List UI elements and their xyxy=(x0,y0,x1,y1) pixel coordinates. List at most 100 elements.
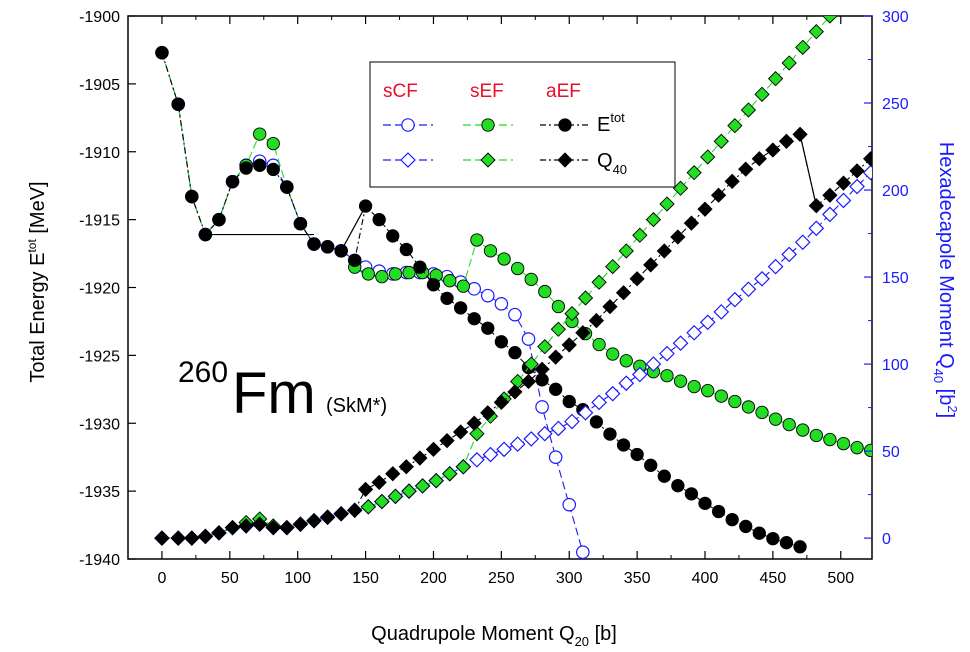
data-point xyxy=(849,178,865,195)
data-point xyxy=(253,127,267,141)
y-tick-label: -1935 xyxy=(79,484,120,501)
data-point xyxy=(385,466,401,482)
data-point xyxy=(778,133,795,149)
data-point xyxy=(224,520,241,536)
data-point xyxy=(643,257,659,273)
data-point xyxy=(808,220,825,237)
data-point xyxy=(361,267,375,281)
data-point xyxy=(850,441,864,455)
data-point xyxy=(334,244,348,258)
data-point xyxy=(822,16,838,24)
legend-marker xyxy=(480,152,496,168)
y-tick-label: -1910 xyxy=(79,145,120,162)
legend-label-q40: Q40 xyxy=(597,150,627,177)
data-point xyxy=(425,441,442,457)
data-point xyxy=(564,413,580,430)
data-point xyxy=(266,162,280,177)
data-point xyxy=(293,217,308,231)
y2-axis-title: Hexadecapole Moment Q40 [b2] xyxy=(931,142,960,418)
data-point xyxy=(483,244,498,258)
data-point xyxy=(467,312,481,326)
data-point xyxy=(538,284,552,299)
data-point xyxy=(616,438,631,452)
data-point xyxy=(591,274,607,290)
data-point xyxy=(466,415,482,431)
data-point xyxy=(497,252,511,266)
data-point xyxy=(399,242,413,257)
data-point xyxy=(754,86,770,102)
data-point xyxy=(412,450,428,466)
data-point xyxy=(741,400,756,414)
data-point xyxy=(414,478,431,494)
data-point xyxy=(781,246,798,263)
y-tick-label: -1905 xyxy=(79,77,120,94)
data-point xyxy=(456,279,470,293)
data-point xyxy=(619,354,633,368)
data-point xyxy=(523,356,539,372)
data-point xyxy=(656,243,672,259)
data-point xyxy=(375,269,389,284)
data-point xyxy=(796,423,810,437)
data-point xyxy=(386,229,400,243)
data-point xyxy=(372,212,386,227)
data-point xyxy=(779,536,794,550)
legend-label-etot: Etot xyxy=(597,110,625,136)
data-point xyxy=(727,118,743,134)
data-point xyxy=(507,384,523,400)
data-point xyxy=(725,512,739,527)
data-point xyxy=(238,518,254,534)
data-point xyxy=(280,180,294,194)
data-point xyxy=(319,509,336,525)
data-point xyxy=(494,296,509,311)
x-tick-label: 300 xyxy=(556,570,583,587)
data-point xyxy=(615,285,632,301)
legend-samples xyxy=(383,118,590,168)
x-tick-label: 250 xyxy=(488,570,515,587)
legend-marker xyxy=(558,118,572,132)
data-point xyxy=(849,163,865,179)
data-point xyxy=(793,540,807,554)
data-point xyxy=(402,265,416,280)
data-point xyxy=(645,356,662,372)
data-point xyxy=(348,253,362,268)
data-point xyxy=(509,436,526,452)
x-tick-label: 0 xyxy=(157,570,166,587)
data-point xyxy=(455,459,471,475)
data-point xyxy=(618,243,634,259)
y-tick-label: -1930 xyxy=(79,416,120,433)
x-tick-label: 200 xyxy=(420,570,447,587)
series-aef-etot xyxy=(155,46,807,554)
data-point xyxy=(863,151,872,167)
data-point xyxy=(657,469,671,483)
data-point xyxy=(686,164,702,181)
mass-number: 260 xyxy=(178,356,228,389)
y2-tick-label: 200 xyxy=(882,183,909,200)
data-point xyxy=(835,192,852,209)
data-point xyxy=(751,151,767,167)
data-point xyxy=(604,385,621,402)
data-point xyxy=(738,161,754,177)
data-point xyxy=(480,288,495,303)
data-point xyxy=(549,382,563,396)
data-point xyxy=(863,443,872,458)
element-symbol: Fm xyxy=(232,361,316,426)
data-point xyxy=(493,394,509,411)
x-axis-title: Quadrupole Moment Q20 [b] xyxy=(371,623,617,649)
data-point xyxy=(508,346,522,360)
data-point xyxy=(469,451,485,468)
data-point xyxy=(684,487,699,501)
data-point xyxy=(673,374,688,388)
legend-heading-sef: sEF xyxy=(470,81,504,102)
y-tick-label: -1915 xyxy=(79,213,120,230)
data-point xyxy=(398,459,414,475)
data-point xyxy=(728,394,742,409)
legend-marker xyxy=(401,118,415,132)
data-point xyxy=(252,516,268,532)
data-point xyxy=(605,258,621,275)
data-point xyxy=(212,212,226,227)
data-point xyxy=(822,206,838,223)
x-tick-label: 450 xyxy=(760,570,787,587)
data-point xyxy=(496,441,512,458)
data-point xyxy=(602,299,618,315)
